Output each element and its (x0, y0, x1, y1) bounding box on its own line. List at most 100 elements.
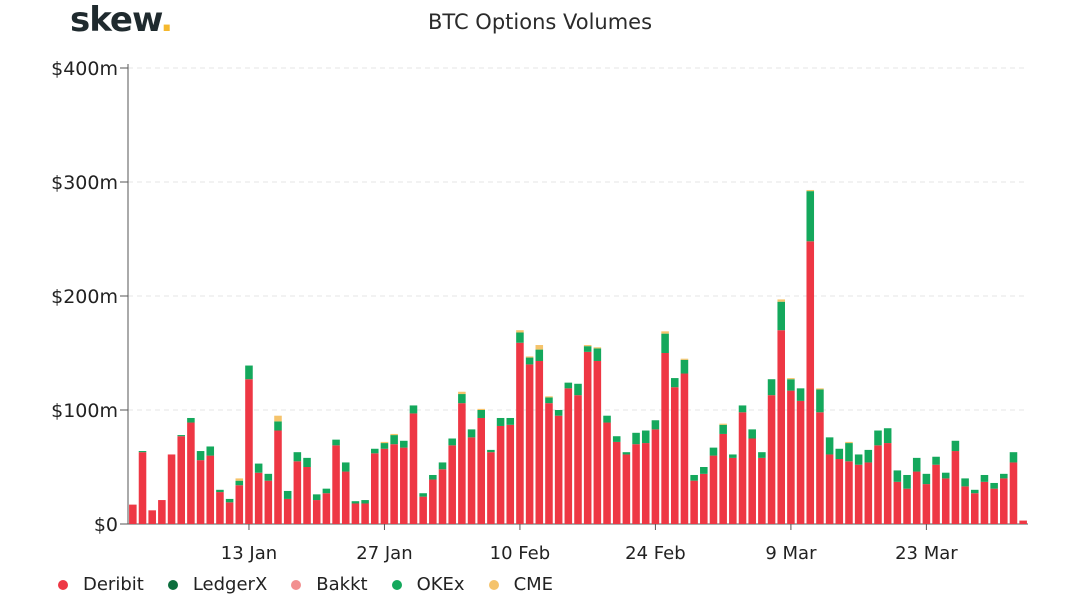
bar-deribit (835, 459, 844, 524)
bar-okex (545, 397, 553, 404)
bar-okex (138, 451, 147, 453)
bar-okex (554, 410, 563, 416)
bar-okex (283, 490, 292, 499)
bar-okex (603, 415, 611, 423)
bar-cme (777, 299, 785, 302)
bar-cme (806, 189, 815, 192)
chart-title: BTC Options Volumes (427, 10, 653, 34)
bar-okex (816, 389, 824, 413)
bar-cme (235, 478, 244, 481)
legend-item-bakkt[interactable]: Bakkt (291, 574, 368, 595)
bar-okex (409, 405, 418, 414)
bar-deribit (293, 461, 302, 524)
bar-okex (371, 448, 379, 454)
bar-okex (390, 435, 398, 445)
bar-deribit (787, 390, 795, 524)
bar-deribit (680, 373, 689, 524)
bar-deribit (671, 387, 679, 524)
bar-deribit (719, 433, 727, 524)
legend-item-okex[interactable]: OKEx (391, 574, 465, 595)
bar-okex (612, 436, 621, 442)
bar-okex (351, 501, 360, 504)
bar-deribit (487, 452, 495, 524)
bar-okex (361, 500, 369, 504)
y-tick-label: $300m (51, 172, 118, 194)
bar-deribit (196, 460, 205, 524)
bar-deribit (235, 485, 244, 524)
bar-okex (458, 394, 466, 404)
bar-deribit (516, 342, 524, 524)
bar-okex (806, 191, 815, 242)
bar-cme (390, 433, 398, 436)
bar-deribit (390, 444, 398, 524)
bar-okex (787, 379, 795, 391)
bar-deribit (1009, 462, 1018, 524)
bar-deribit (612, 441, 621, 524)
bar-okex (854, 454, 863, 465)
x-tick-label: 13 Jan (221, 543, 277, 564)
bar-okex (651, 420, 660, 430)
logo-dot: . (160, 0, 173, 40)
bar-deribit (361, 503, 369, 524)
bar-okex (438, 462, 447, 470)
bar-deribit (148, 510, 156, 524)
bar-okex (874, 430, 882, 446)
bar-deribit (496, 425, 505, 524)
bar-okex (593, 348, 602, 361)
bar-deribit (312, 500, 321, 524)
bar-okex (506, 417, 515, 425)
bar-okex (690, 474, 698, 481)
logo-text: skew (70, 0, 161, 40)
bar-okex (312, 494, 321, 501)
bar-okex (322, 488, 331, 494)
bar-deribit (138, 452, 147, 524)
bar-deribit (961, 486, 969, 524)
bar-cme (816, 388, 824, 390)
bar-okex (971, 489, 979, 494)
bar-deribit (748, 438, 756, 524)
bar-okex (883, 428, 892, 444)
bar-okex (477, 410, 485, 418)
bar-deribit (564, 388, 573, 524)
bar-deribit (874, 445, 882, 524)
legend-marker (488, 579, 499, 590)
bar-deribit (777, 330, 785, 524)
bar-deribit (554, 415, 563, 524)
bar-deribit (893, 481, 902, 524)
bar-okex (293, 452, 302, 462)
bar-deribit (941, 478, 950, 524)
bar-deribit (254, 472, 263, 524)
legend-item-deribit[interactable]: Deribit (58, 574, 144, 595)
bar-okex (990, 482, 998, 489)
bar-okex (825, 437, 834, 455)
bar-okex (583, 346, 592, 352)
bar-deribit (903, 488, 911, 524)
bar-deribit (690, 480, 698, 524)
legend-marker (291, 579, 302, 590)
legend-label: CME (513, 574, 554, 595)
y-tick-label: $200m (51, 286, 118, 308)
bar-cme (583, 345, 592, 347)
bar-deribit (535, 360, 544, 524)
bar-deribit (477, 417, 485, 524)
chart-legend: Deribit LedgerX Bakkt OKEx CME (58, 574, 577, 595)
bar-okex (419, 493, 427, 497)
bar-deribit (380, 448, 389, 524)
bar-deribit (758, 457, 766, 524)
legend-item-cme[interactable]: CME (488, 574, 554, 595)
legend-item-ledgerx[interactable]: LedgerX (167, 574, 267, 595)
bar-deribit (583, 351, 592, 524)
bar-deribit (448, 445, 456, 524)
bar-cme (535, 345, 544, 350)
bar-deribit (767, 395, 776, 524)
bar-deribit (622, 454, 631, 524)
bar-deribit (303, 467, 311, 524)
bar-okex (738, 405, 747, 413)
bar-okex (671, 378, 679, 388)
x-tick-label: 9 Mar (765, 543, 817, 564)
bar-okex (332, 439, 340, 446)
bar-cme (545, 396, 553, 398)
bar-cme (593, 347, 602, 349)
bar-deribit (709, 455, 718, 524)
